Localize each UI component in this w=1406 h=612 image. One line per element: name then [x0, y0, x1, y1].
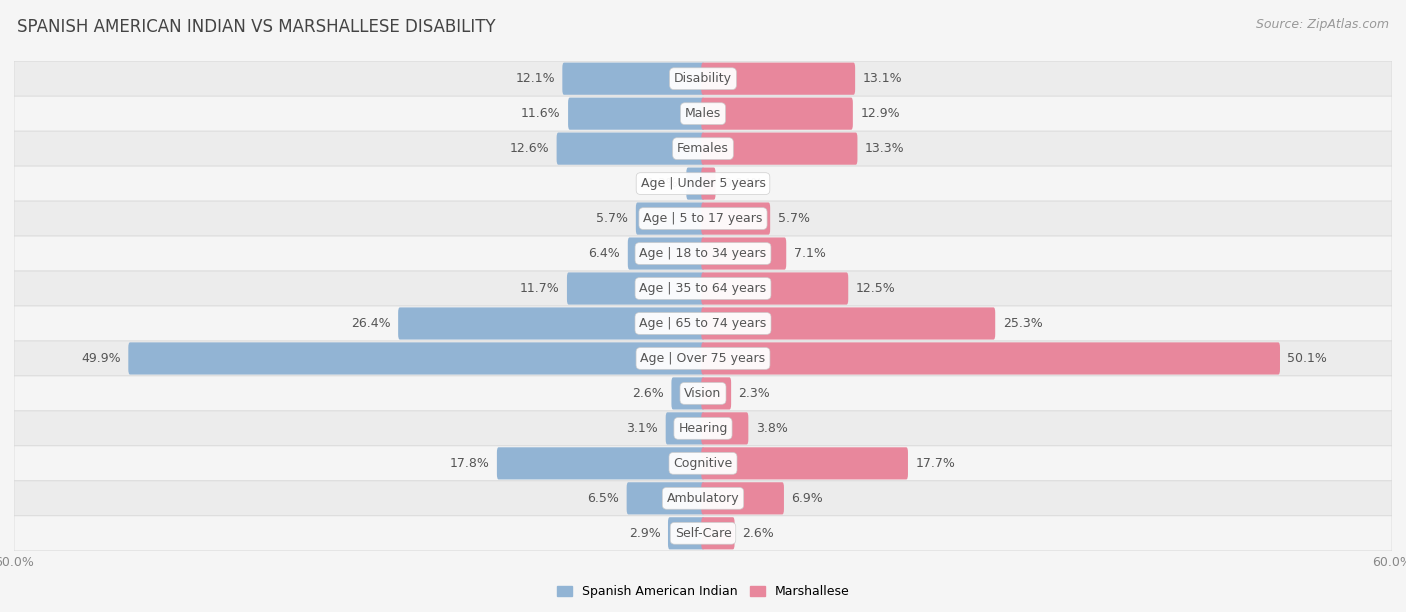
- FancyBboxPatch shape: [668, 517, 704, 550]
- Text: Age | 18 to 34 years: Age | 18 to 34 years: [640, 247, 766, 260]
- Text: Males: Males: [685, 107, 721, 120]
- Text: Self-Care: Self-Care: [675, 527, 731, 540]
- Text: 2.9%: 2.9%: [628, 527, 661, 540]
- FancyBboxPatch shape: [702, 378, 731, 409]
- FancyBboxPatch shape: [702, 62, 855, 95]
- Text: SPANISH AMERICAN INDIAN VS MARSHALLESE DISABILITY: SPANISH AMERICAN INDIAN VS MARSHALLESE D…: [17, 18, 495, 36]
- FancyBboxPatch shape: [567, 272, 704, 305]
- FancyBboxPatch shape: [702, 203, 770, 234]
- Text: 11.7%: 11.7%: [520, 282, 560, 295]
- Text: Ambulatory: Ambulatory: [666, 492, 740, 505]
- FancyBboxPatch shape: [702, 342, 1279, 375]
- FancyBboxPatch shape: [14, 131, 1392, 166]
- Text: 5.7%: 5.7%: [596, 212, 628, 225]
- Text: Age | 35 to 64 years: Age | 35 to 64 years: [640, 282, 766, 295]
- FancyBboxPatch shape: [557, 133, 704, 165]
- Text: Age | 5 to 17 years: Age | 5 to 17 years: [644, 212, 762, 225]
- Text: 11.6%: 11.6%: [522, 107, 561, 120]
- FancyBboxPatch shape: [398, 307, 704, 340]
- FancyBboxPatch shape: [702, 133, 858, 165]
- Text: 1.3%: 1.3%: [647, 177, 679, 190]
- FancyBboxPatch shape: [628, 237, 704, 270]
- Text: 17.8%: 17.8%: [450, 457, 489, 470]
- Text: Source: ZipAtlas.com: Source: ZipAtlas.com: [1256, 18, 1389, 31]
- Text: 13.1%: 13.1%: [863, 72, 903, 85]
- Text: 0.94%: 0.94%: [723, 177, 762, 190]
- FancyBboxPatch shape: [128, 342, 704, 375]
- Text: 5.7%: 5.7%: [778, 212, 810, 225]
- FancyBboxPatch shape: [14, 96, 1392, 131]
- Text: 49.9%: 49.9%: [82, 352, 121, 365]
- Text: Disability: Disability: [673, 72, 733, 85]
- FancyBboxPatch shape: [702, 237, 786, 270]
- FancyBboxPatch shape: [562, 62, 704, 95]
- Text: 2.6%: 2.6%: [742, 527, 773, 540]
- FancyBboxPatch shape: [14, 61, 1392, 96]
- Text: 26.4%: 26.4%: [352, 317, 391, 330]
- Text: 12.1%: 12.1%: [515, 72, 555, 85]
- Text: 6.4%: 6.4%: [589, 247, 620, 260]
- FancyBboxPatch shape: [14, 166, 1392, 201]
- FancyBboxPatch shape: [14, 376, 1392, 411]
- Text: 2.3%: 2.3%: [738, 387, 770, 400]
- Text: Vision: Vision: [685, 387, 721, 400]
- Text: Age | Under 5 years: Age | Under 5 years: [641, 177, 765, 190]
- Text: 12.6%: 12.6%: [509, 142, 550, 155]
- FancyBboxPatch shape: [14, 411, 1392, 446]
- FancyBboxPatch shape: [14, 481, 1392, 516]
- Text: Hearing: Hearing: [678, 422, 728, 435]
- Text: 2.6%: 2.6%: [633, 387, 664, 400]
- FancyBboxPatch shape: [686, 168, 704, 200]
- Legend: Spanish American Indian, Marshallese: Spanish American Indian, Marshallese: [551, 580, 855, 603]
- FancyBboxPatch shape: [627, 482, 704, 515]
- Text: 17.7%: 17.7%: [915, 457, 955, 470]
- FancyBboxPatch shape: [14, 446, 1392, 481]
- FancyBboxPatch shape: [702, 482, 785, 515]
- FancyBboxPatch shape: [14, 236, 1392, 271]
- Text: Females: Females: [678, 142, 728, 155]
- Text: Cognitive: Cognitive: [673, 457, 733, 470]
- FancyBboxPatch shape: [672, 378, 704, 409]
- Text: 50.1%: 50.1%: [1288, 352, 1327, 365]
- FancyBboxPatch shape: [14, 306, 1392, 341]
- Text: 13.3%: 13.3%: [865, 142, 904, 155]
- Text: 6.9%: 6.9%: [792, 492, 823, 505]
- FancyBboxPatch shape: [14, 341, 1392, 376]
- FancyBboxPatch shape: [702, 412, 748, 444]
- FancyBboxPatch shape: [702, 307, 995, 340]
- FancyBboxPatch shape: [14, 271, 1392, 306]
- Text: 3.8%: 3.8%: [756, 422, 787, 435]
- Text: 12.9%: 12.9%: [860, 107, 900, 120]
- Text: 12.5%: 12.5%: [856, 282, 896, 295]
- FancyBboxPatch shape: [14, 201, 1392, 236]
- Text: 25.3%: 25.3%: [1002, 317, 1042, 330]
- Text: 6.5%: 6.5%: [588, 492, 619, 505]
- FancyBboxPatch shape: [702, 517, 734, 550]
- Text: 3.1%: 3.1%: [627, 422, 658, 435]
- Text: Age | 65 to 74 years: Age | 65 to 74 years: [640, 317, 766, 330]
- FancyBboxPatch shape: [14, 516, 1392, 551]
- FancyBboxPatch shape: [636, 203, 704, 234]
- FancyBboxPatch shape: [702, 447, 908, 479]
- FancyBboxPatch shape: [702, 97, 853, 130]
- FancyBboxPatch shape: [702, 272, 848, 305]
- FancyBboxPatch shape: [665, 412, 704, 444]
- Text: Age | Over 75 years: Age | Over 75 years: [641, 352, 765, 365]
- FancyBboxPatch shape: [702, 168, 716, 200]
- FancyBboxPatch shape: [496, 447, 704, 479]
- FancyBboxPatch shape: [568, 97, 704, 130]
- Text: 7.1%: 7.1%: [794, 247, 825, 260]
